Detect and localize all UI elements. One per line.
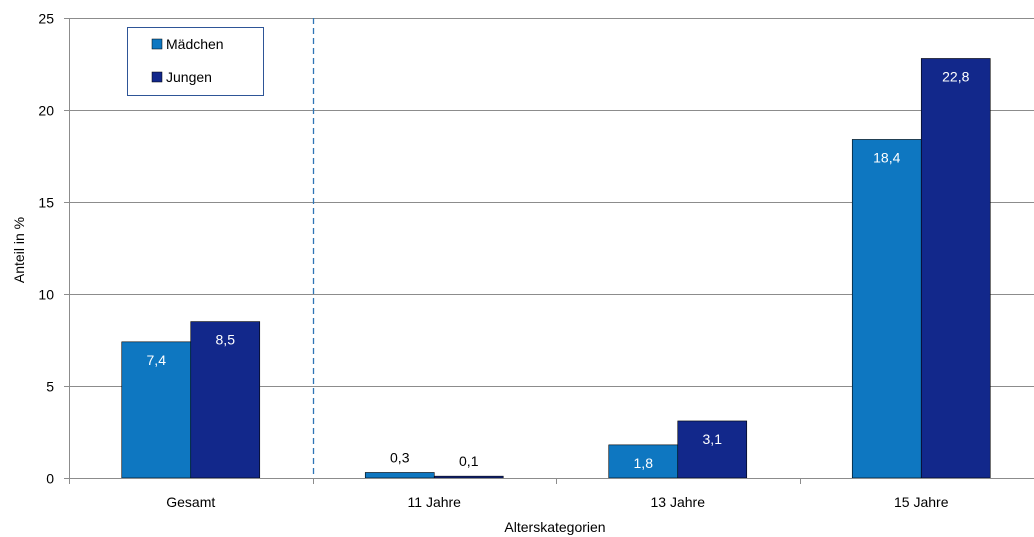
bar-jungen <box>190 321 261 479</box>
data-label: 8,5 <box>216 332 236 348</box>
legend-label-jungen: Jungen <box>166 69 212 85</box>
legend-swatch-jungen <box>151 71 163 83</box>
bar-jungen <box>677 420 748 479</box>
x-tick-label: 13 Jahre <box>651 494 706 510</box>
x-tick-label: 11 Jahre <box>408 494 462 510</box>
data-label: 18,4 <box>873 149 900 165</box>
data-label: 3,1 <box>703 431 723 447</box>
data-labels: 7,4 8,5 0,3 0,1 1,8 3,1 18,4 22,8 <box>147 68 970 470</box>
bar-jungen <box>433 475 504 479</box>
data-label: 7,4 <box>147 352 167 368</box>
y-tick-label: 0 <box>46 471 54 487</box>
bar-maedchen <box>608 444 679 479</box>
y-tick-label: 20 <box>38 103 54 119</box>
x-axis-title: Alterskategorien <box>504 519 605 535</box>
data-label: 22,8 <box>942 68 969 84</box>
x-tick-label: 15 Jahre <box>894 494 949 510</box>
legend-box <box>127 27 264 96</box>
y-axis-ticks: 0 5 10 15 20 25 <box>38 11 69 487</box>
bar-maedchen <box>851 139 922 479</box>
bar-maedchen <box>364 472 435 479</box>
data-label: 0,3 <box>390 449 410 465</box>
data-label: 0,1 <box>459 453 479 469</box>
bar-maedchen <box>121 341 192 479</box>
bar-jungen <box>920 58 991 479</box>
x-tick-label: Gesamt <box>166 494 215 510</box>
legend-swatch-maedchen <box>151 38 163 50</box>
data-label: 1,8 <box>634 455 654 471</box>
legend: Mädchen Jungen <box>127 27 264 96</box>
y-tick-label: 5 <box>46 379 54 395</box>
bars <box>121 58 991 479</box>
x-axis: Gesamt 11 Jahre 13 Jahre 15 Jahre <box>69 18 1034 510</box>
y-axis-title: Anteil in % <box>11 217 27 283</box>
y-tick-label: 15 <box>38 195 54 211</box>
legend-label-maedchen: Mädchen <box>166 36 224 52</box>
y-tick-label: 25 <box>38 11 54 27</box>
y-tick-label: 10 <box>38 287 54 303</box>
